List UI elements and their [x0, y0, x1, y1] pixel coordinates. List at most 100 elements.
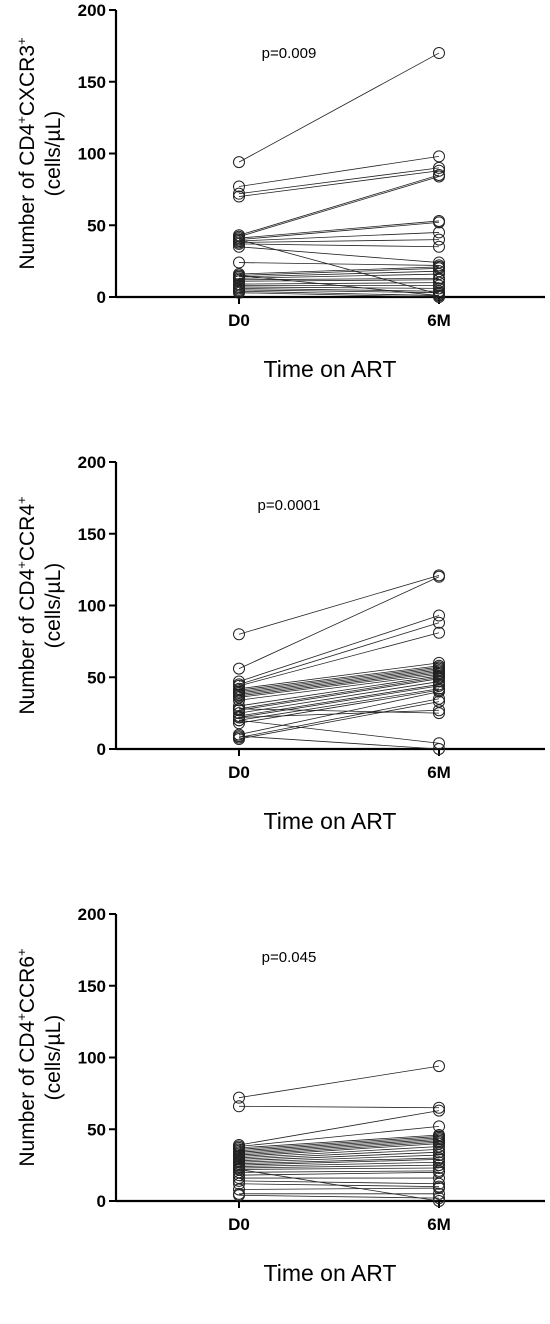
point-6m: [433, 570, 445, 583]
point-6m: [433, 1104, 445, 1117]
pair-line: [238, 239, 440, 295]
pair-line: [238, 1194, 440, 1199]
pair-line: [238, 708, 440, 714]
point-6m: [433, 161, 445, 174]
y-tick-label: 100: [78, 1049, 106, 1068]
pair-line: [238, 701, 440, 740]
pair-line: [238, 266, 440, 275]
x-category-label: D0: [228, 1215, 250, 1234]
point-d0: [233, 233, 245, 246]
pair-line: [238, 669, 440, 695]
point-6m: [433, 1172, 445, 1185]
y-axis-title-line1: Number of CD4+CCR6+: [14, 948, 39, 1166]
pair-line: [238, 273, 440, 279]
point-d0: [233, 714, 245, 727]
point-6m: [433, 609, 445, 622]
point-d0: [233, 662, 245, 675]
point-6m: [433, 1192, 445, 1205]
x-axis-title: Time on ART: [264, 1260, 397, 1286]
pair-line: [238, 275, 440, 296]
point-d0: [233, 187, 245, 200]
point-6m: [433, 164, 445, 177]
point-6m: [433, 1187, 445, 1200]
pair-line: [238, 1110, 440, 1146]
y-axis-title-line2: (cells/µL): [42, 1015, 65, 1101]
point-d0: [233, 732, 245, 745]
point-d0: [233, 1163, 245, 1176]
pair-line: [238, 232, 440, 242]
pair-line: [238, 675, 440, 707]
pair-line: [238, 1125, 440, 1147]
pair-line: [238, 709, 440, 718]
x-category-label: 6M: [427, 763, 451, 782]
pair-line: [238, 1187, 440, 1190]
pair-line: [238, 290, 440, 296]
pair-line: [238, 1134, 440, 1149]
x-axis-title: Time on ART: [264, 356, 397, 382]
point-d0: [233, 1169, 245, 1182]
pair-line: [238, 267, 440, 276]
pair-line: [238, 167, 440, 195]
pair-line: [238, 1157, 440, 1165]
pair-line: [238, 685, 440, 718]
x-category-label: D0: [228, 763, 250, 782]
point-d0: [233, 1091, 245, 1104]
point-d0: [233, 730, 245, 743]
y-tick-label: 200: [78, 453, 106, 472]
pair-line: [238, 681, 440, 714]
pair-line: [238, 574, 440, 635]
y-axis-title: Number of CD4+CCR4+(cells/µL): [14, 496, 65, 714]
pair-line: [238, 666, 440, 692]
pair-line: [238, 691, 440, 736]
y-tick-label: 200: [78, 905, 106, 924]
y-tick-label: 150: [78, 73, 106, 92]
point-6m: [433, 289, 445, 302]
pair-line: [238, 1170, 440, 1173]
pair-line: [238, 277, 440, 281]
pair-line: [238, 719, 440, 744]
point-6m: [433, 743, 445, 755]
y-axis-title: Number of CD4+CCR6+(cells/µL): [14, 948, 65, 1166]
pair-line: [238, 1105, 440, 1109]
point-6m: [433, 1161, 445, 1174]
point-6m: [433, 675, 445, 688]
point-6m: [433, 679, 445, 692]
point-6m: [433, 1143, 445, 1156]
point-d0: [233, 1183, 245, 1196]
pair-line: [238, 662, 440, 690]
pair-line: [238, 1171, 440, 1176]
pair-line: [238, 698, 440, 738]
p-value-annotation: p=0.045: [262, 949, 317, 966]
pair-line: [238, 735, 440, 750]
point-6m: [433, 737, 445, 750]
y-tick-label: 150: [78, 525, 106, 544]
y-axis-title-line2: (cells/µL): [42, 111, 65, 197]
point-d0: [233, 711, 245, 724]
pair-line: [238, 665, 440, 691]
point-6m: [433, 1149, 445, 1162]
y-tick-label: 50: [87, 216, 106, 235]
pair-line: [238, 282, 440, 285]
y-axis-title-line2: (cells/µL): [42, 563, 65, 649]
point-d0: [233, 628, 245, 641]
pair-line: [238, 243, 440, 248]
pair-line: [238, 1167, 440, 1170]
point-6m: [433, 1156, 445, 1169]
pair-line: [238, 246, 440, 263]
point-d0: [233, 707, 245, 720]
point-d0: [233, 156, 245, 169]
point-d0: [233, 286, 245, 299]
pair-line: [238, 52, 440, 163]
pair-line: [238, 1161, 440, 1167]
x-axis-title: Time on ART: [264, 808, 397, 834]
pair-line: [238, 688, 440, 721]
pair-line: [238, 1140, 440, 1155]
pair-line: [238, 270, 440, 278]
pair-line: [238, 678, 440, 711]
pair-line: [238, 1136, 440, 1150]
pair-line: [238, 689, 440, 724]
point-6m: [433, 1182, 445, 1195]
chart-svg: 0 50 100 150 200 D0 6M p=0.009 Time on ART Number…: [14, 1, 545, 382]
y-tick-label: 150: [78, 977, 106, 996]
y-tick-label: 0: [97, 740, 106, 759]
